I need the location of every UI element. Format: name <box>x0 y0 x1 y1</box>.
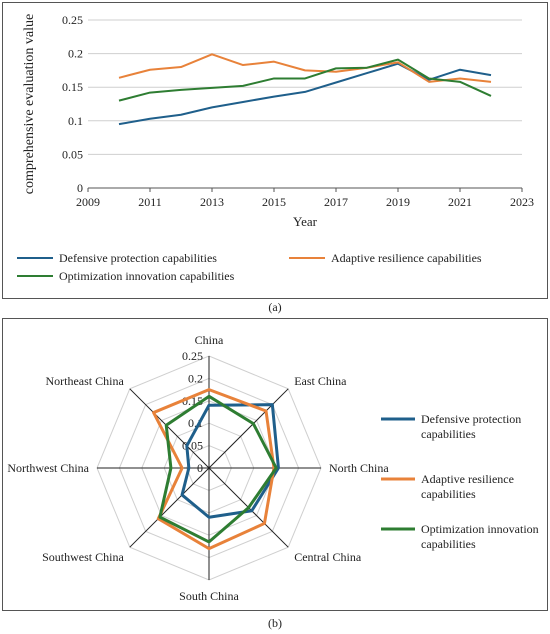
x-tick-label: 2021 <box>448 195 472 209</box>
x-tick-label: 2011 <box>138 195 162 209</box>
x-tick-label: 2009 <box>76 195 100 209</box>
y-tick-label: 0.05 <box>62 147 83 161</box>
legend-label: Defensive protection capabilities <box>59 251 217 265</box>
y-axis-label: comprehensive evaluation value <box>22 14 37 194</box>
series-line-adaptive <box>118 53 492 83</box>
radar-category-label: Northwest China <box>7 461 89 475</box>
x-tick-label: 2015 <box>262 195 286 209</box>
radar-spoke <box>208 388 289 469</box>
radar-spoke <box>129 467 210 548</box>
radar-category-label: North China <box>329 461 389 475</box>
radar-legend-label: Adaptive resilience capabilities <box>421 472 514 501</box>
radar-tick-label: 0.05 <box>182 439 203 453</box>
radar-legend-label: Defensive protection capabilities <box>421 412 521 441</box>
radar-series-defensive <box>180 403 280 519</box>
x-tick-label: 2023 <box>510 195 534 209</box>
radar-legend-label: Optimization innovation capabilities <box>421 522 539 551</box>
series-line-optimization <box>118 58 492 102</box>
series-line-defensive <box>118 62 492 126</box>
y-tick-label: 0.25 <box>62 13 83 27</box>
x-tick-label: 2017 <box>324 195 348 209</box>
radar-series-optimization <box>158 394 278 544</box>
x-tick-label: 2013 <box>200 195 224 209</box>
legend-label: Adaptive resilience capabilities <box>331 251 482 265</box>
radar-tick-label: 0.25 <box>182 349 203 363</box>
radar-tick-label: 0 <box>197 461 203 475</box>
radar-category-label: East China <box>294 374 347 388</box>
y-tick-label: 0.1 <box>68 114 83 128</box>
x-axis-label: Year <box>293 214 318 229</box>
caption-b: (b) <box>268 616 282 630</box>
radar-category-label: China <box>195 333 224 347</box>
x-tick-label: 2019 <box>386 195 410 209</box>
y-tick-label: 0 <box>77 181 83 195</box>
radar-category-label: Northeast China <box>45 374 124 388</box>
radar-tick-label: 0.1 <box>188 416 203 430</box>
line-chart: 0 0.05 0.1 0.15 0.2 0.25 2009 2011 2013 2015 2017 2… <box>17 13 534 283</box>
line-chart-panel: 0 0.05 0.1 0.15 0.2 0.25 2009 2011 2013 2015 2017 2… <box>2 2 548 299</box>
radar-series-adaptive <box>152 388 276 551</box>
radar-chart-panel: 0 0.05 0.1 0.15 0.2 0.25 China East China North … <box>2 318 548 611</box>
radar-category-label: Southwest China <box>42 550 124 564</box>
y-tick-label: 0.15 <box>62 80 83 94</box>
y-tick-label: 0.2 <box>68 47 83 61</box>
radar-category-label: South China <box>179 589 239 603</box>
radar-tick-label: 0.2 <box>188 371 203 385</box>
radar-category-label: Central China <box>294 550 362 564</box>
caption-a: (a) <box>268 300 282 314</box>
radar-spoke <box>129 388 210 469</box>
legend-label: Optimization innovation capabilities <box>59 269 235 283</box>
